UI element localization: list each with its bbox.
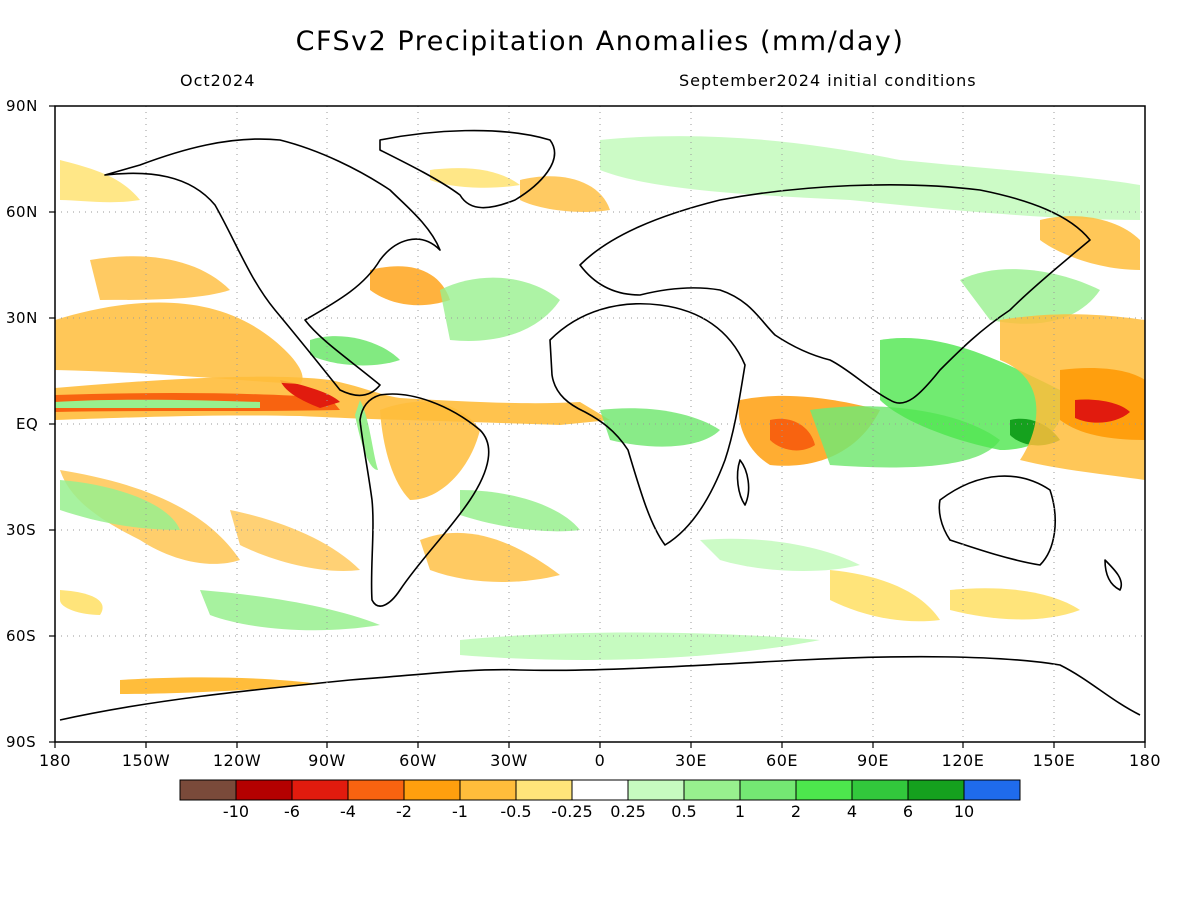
coastlines xyxy=(59,129,1141,721)
colorbar-swatch xyxy=(795,779,853,801)
colorbar-label: 2 xyxy=(790,802,802,821)
colorbar-swatch xyxy=(291,779,349,801)
colorbar-label: 0.25 xyxy=(610,802,646,821)
colorbar-label: -0.5 xyxy=(500,802,532,821)
colorbar-label: -2 xyxy=(396,802,412,821)
colorbar-label: -4 xyxy=(340,802,356,821)
colorbar-label: -1 xyxy=(452,802,468,821)
colorbar-swatch xyxy=(907,779,965,801)
colorbar-label: 10 xyxy=(953,802,975,821)
lon-label: 180 xyxy=(1128,751,1162,770)
colorbar-swatch xyxy=(347,779,405,801)
lat-label: 30N xyxy=(6,309,38,327)
colorbar-label: 1 xyxy=(734,802,746,821)
lon-label: 60E xyxy=(766,751,798,770)
colorbar-label: -6 xyxy=(284,802,300,821)
lat-label: 30S xyxy=(6,521,37,539)
lon-label: 30E xyxy=(675,751,707,770)
colorbar-label: 0.5 xyxy=(671,802,697,821)
colorbar-swatch xyxy=(403,779,461,801)
colorbar-swatch xyxy=(235,779,293,801)
anomaly-shading xyxy=(55,136,1145,694)
chart-title: CFSv2 Precipitation Anomalies (mm/day) xyxy=(295,26,905,57)
lat-label: EQ xyxy=(16,415,39,433)
lat-label: 60S xyxy=(6,627,37,645)
lon-label: 120W xyxy=(212,751,262,770)
valid-month-label: Oct2024 xyxy=(180,71,256,90)
lon-label: 90W xyxy=(308,751,346,770)
lat-label: 90N xyxy=(6,97,38,115)
lon-label: 0 xyxy=(594,751,606,770)
colorbar-swatch xyxy=(627,779,685,801)
colorbar-swatch xyxy=(683,779,741,801)
init-conditions-label: September2024 initial conditions xyxy=(679,71,977,90)
lat-label: 90S xyxy=(6,733,37,751)
graticule xyxy=(55,106,1145,742)
lon-label: 120E xyxy=(941,751,985,770)
map-panel xyxy=(49,105,1146,748)
lon-label: 30W xyxy=(490,751,528,770)
colorbar-label: 4 xyxy=(846,802,858,821)
colorbar-swatch xyxy=(851,779,909,801)
colorbar xyxy=(179,779,1021,801)
axis-ticks xyxy=(49,105,1146,748)
lon-label: 90E xyxy=(857,751,889,770)
lon-label: 60W xyxy=(399,751,437,770)
lon-label: 180 xyxy=(38,751,72,770)
lon-label: 150W xyxy=(121,751,171,770)
colorbar-swatch xyxy=(571,779,629,801)
colorbar-label: -0.25 xyxy=(551,802,593,821)
colorbar-swatch xyxy=(459,779,517,801)
colorbar-swatch xyxy=(515,779,573,801)
lat-label: 60N xyxy=(6,203,38,221)
colorbar-label: 6 xyxy=(902,802,914,821)
lon-label: 150E xyxy=(1032,751,1076,770)
colorbar-swatch xyxy=(963,779,1021,801)
colorbar-swatch xyxy=(739,779,797,801)
colorbar-label: -10 xyxy=(222,802,250,821)
colorbar-swatch xyxy=(179,779,237,801)
